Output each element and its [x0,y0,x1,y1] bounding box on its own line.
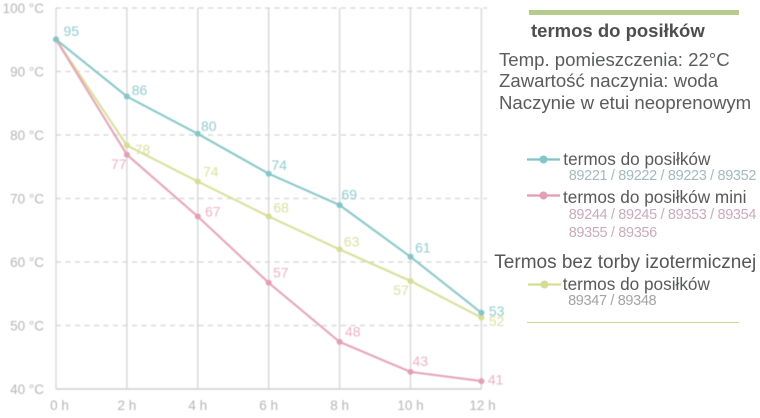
svg-text:61: 61 [415,240,431,256]
svg-text:60 °C: 60 °C [10,255,44,270]
svg-text:40 °C: 40 °C [10,382,44,397]
svg-text:63: 63 [344,234,360,250]
svg-text:48: 48 [345,324,361,340]
svg-text:80 °C: 80 °C [10,128,44,143]
svg-text:4 h: 4 h [188,398,207,413]
svg-text:12 h: 12 h [469,398,495,413]
svg-text:90 °C: 90 °C [10,65,44,80]
svg-text:67: 67 [205,204,221,220]
svg-text:74: 74 [203,164,219,180]
svg-text:78: 78 [135,142,151,158]
svg-text:77: 77 [111,156,127,172]
svg-text:0 h: 0 h [50,398,69,413]
svg-text:6 h: 6 h [259,398,278,413]
svg-text:74: 74 [271,157,287,173]
svg-text:41: 41 [488,372,504,388]
svg-text:70 °C: 70 °C [10,192,44,207]
svg-text:57: 57 [393,282,409,298]
svg-text:8 h: 8 h [330,398,349,413]
svg-text:57: 57 [273,265,289,281]
svg-text:43: 43 [413,353,429,369]
svg-text:2 h: 2 h [118,398,137,413]
svg-text:80: 80 [201,118,217,134]
svg-text:10 h: 10 h [397,398,423,413]
svg-text:50 °C: 50 °C [10,319,44,334]
svg-text:100 °C: 100 °C [3,1,45,16]
svg-text:53: 53 [489,303,505,319]
svg-text:69: 69 [342,187,358,203]
svg-text:95: 95 [64,23,80,39]
svg-text:68: 68 [273,200,289,216]
svg-text:86: 86 [132,82,148,98]
svg-text:52: 52 [489,313,505,329]
